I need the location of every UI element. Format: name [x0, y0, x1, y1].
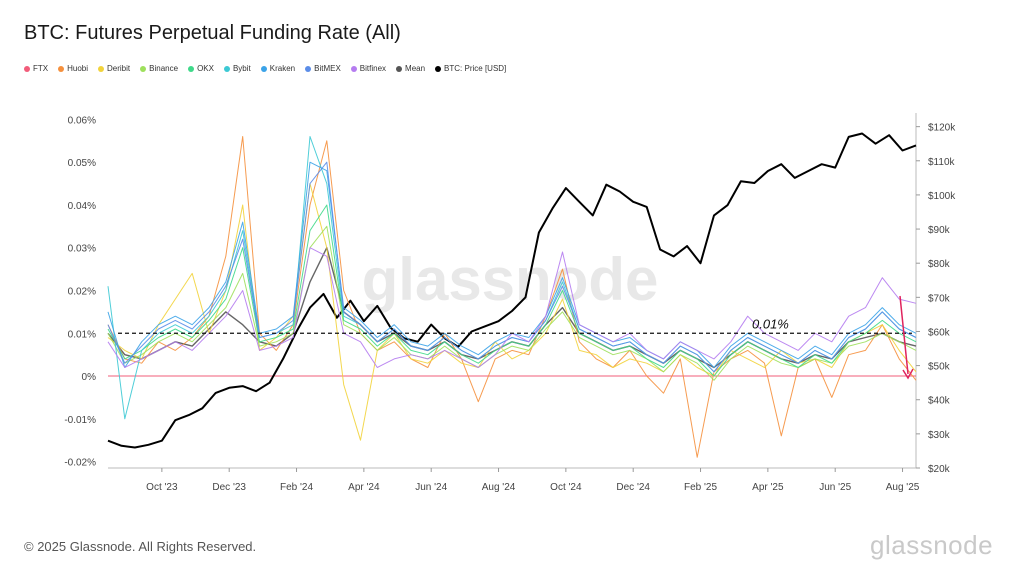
legend-item[interactable]: BitMEX — [305, 64, 341, 73]
series-line — [107, 161, 917, 373]
y-right-tick-label: $110k — [928, 157, 956, 168]
y-left-tick-label: 0.06% — [68, 115, 96, 126]
series-line — [107, 132, 917, 449]
y-left-tick-label: -0.01% — [64, 415, 96, 426]
x-tick-label: Aug '25 — [886, 482, 920, 493]
trend-arrow-head — [902, 368, 914, 380]
copyright-footer: © 2025 Glassnode. All Rights Reserved. — [24, 539, 257, 554]
legend-item[interactable]: BTC: Price [USD] — [435, 64, 506, 73]
y-right-tick-label: $120k — [928, 123, 956, 134]
legend: FTX Huobi Deribit Binance OKX Bybit Kraken BitM… — [24, 64, 506, 73]
series-line — [107, 136, 917, 458]
y-left-tick-label: 0.04% — [68, 201, 96, 212]
legend-label: Huobi — [67, 64, 89, 73]
x-tick-label: Dec '24 — [616, 482, 650, 493]
x-tick-label: Apr '25 — [752, 482, 784, 493]
x-tick-label: Oct '24 — [550, 482, 582, 493]
legend-item[interactable]: Binance — [140, 64, 178, 73]
legend-swatch — [435, 65, 442, 72]
y-right-tick-label: $80k — [928, 259, 951, 270]
chart-title: BTC: Futures Perpetual Funding Rate (All… — [24, 22, 401, 44]
legend-item[interactable]: Huobi — [58, 64, 88, 73]
series-line — [107, 204, 917, 377]
trend-arrow-line — [899, 295, 909, 375]
x-tick-label: Apr '24 — [348, 482, 380, 493]
legend-swatch — [98, 65, 105, 72]
x-tick-label: Aug '24 — [482, 482, 516, 493]
legend-item[interactable]: OKX — [188, 64, 214, 73]
x-tick-label: Feb '24 — [280, 482, 313, 493]
legend-label: FTX — [33, 64, 49, 73]
x-tick-label: Jun '24 — [415, 482, 447, 493]
x-tick-label: Jun '25 — [819, 482, 851, 493]
legend-swatch — [188, 65, 195, 72]
y-right-tick-label: $20k — [928, 464, 951, 475]
y-right-tick-label: $90k — [928, 225, 951, 236]
legend-swatch — [140, 65, 147, 72]
y-right-tick-label: $30k — [928, 430, 951, 441]
legend-label: Bitfinex — [359, 64, 387, 73]
legend-item[interactable]: Bitfinex — [350, 64, 387, 73]
legend-item[interactable]: Kraken — [260, 64, 296, 73]
y-right-tick-label: $40k — [928, 396, 951, 407]
legend-swatch — [260, 65, 267, 72]
brand-logo: glassnode — [870, 530, 994, 560]
legend-swatch — [350, 65, 357, 72]
y-right-tick-label: $100k — [928, 191, 956, 202]
x-tick-label: Feb '25 — [684, 482, 717, 493]
legend-label: Binance — [149, 64, 179, 73]
legend-item[interactable]: Mean — [396, 64, 425, 73]
legend-label: OKX — [197, 64, 214, 73]
legend-label: Deribit — [107, 64, 131, 73]
y-left-tick-label: 0.05% — [68, 158, 96, 169]
legend-label: Mean — [405, 64, 426, 73]
y-left-tick-label: 0.01% — [68, 329, 96, 340]
legend-swatch — [24, 65, 30, 72]
legend-label: Bybit — [232, 64, 251, 73]
legend-label: BTC: Price [USD] — [444, 64, 507, 73]
legend-label: Kraken — [269, 64, 296, 73]
y-right-tick-label: $60k — [928, 327, 951, 338]
series-line — [107, 225, 917, 381]
reference-line-label: 0.01% — [752, 316, 789, 331]
x-tick-label: Dec '23 — [212, 482, 246, 493]
y-left-tick-label: -0.02% — [64, 458, 96, 469]
legend-item[interactable]: Deribit — [98, 64, 130, 73]
legend-swatch — [223, 65, 230, 72]
y-right-tick-label: $70k — [928, 293, 951, 304]
y-left-tick-label: 0.02% — [68, 287, 96, 298]
legend-item[interactable]: FTX — [24, 64, 48, 73]
y-right-tick-label: $50k — [928, 362, 951, 373]
legend-label: BitMEX — [314, 64, 341, 73]
y-left-tick-label: 0% — [82, 372, 97, 383]
legend-swatch — [58, 65, 65, 72]
legend-item[interactable]: Bybit — [223, 64, 251, 73]
y-left-tick-label: 0.03% — [68, 244, 96, 255]
watermark: glassnode — [362, 246, 659, 313]
x-tick-label: Oct '23 — [146, 482, 178, 493]
legend-swatch — [305, 65, 312, 72]
legend-swatch — [396, 65, 403, 72]
